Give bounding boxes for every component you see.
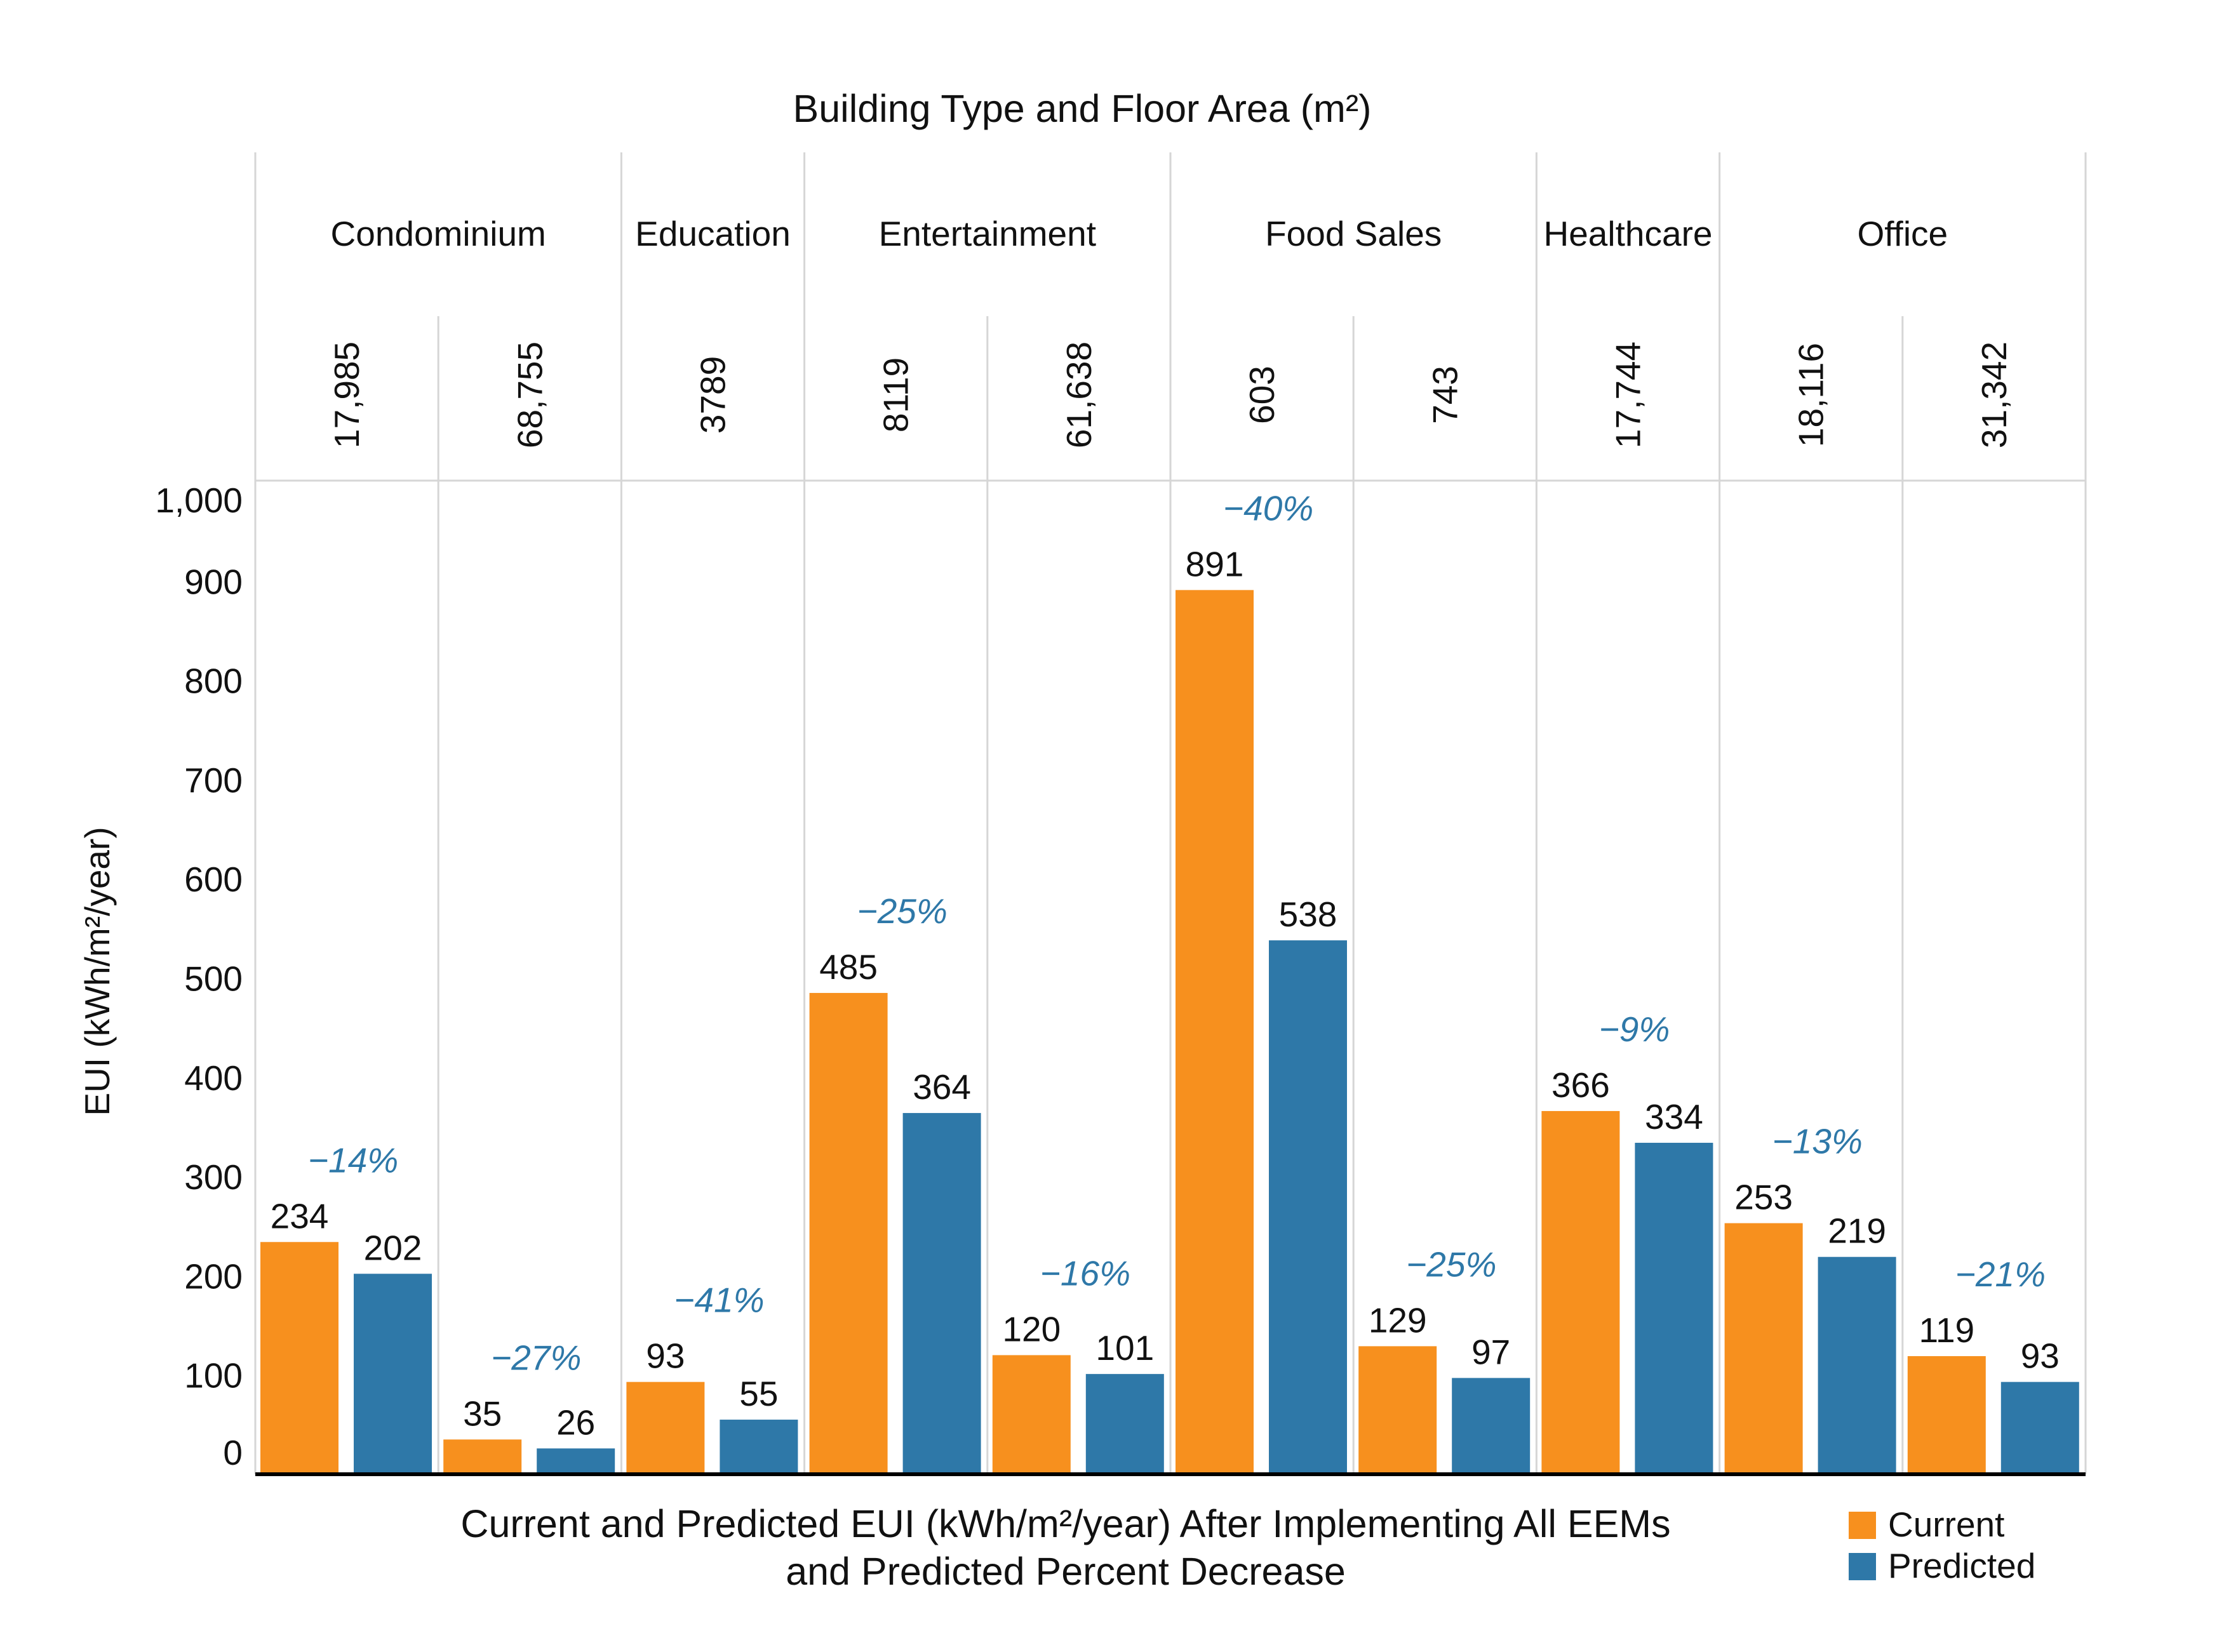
bar-current <box>1724 1223 1803 1474</box>
legend-label-current: Current <box>1888 1505 2004 1544</box>
bar-predicted <box>720 1420 798 1474</box>
y-tick-label: 500 <box>184 959 243 999</box>
legend-swatch-current <box>1849 1512 1876 1539</box>
bar-current <box>992 1355 1071 1474</box>
bars <box>260 590 2079 1475</box>
floor-area-label: 17,744 <box>1609 342 1648 448</box>
bar-current <box>443 1439 522 1474</box>
value-label-current: 485 <box>819 947 878 987</box>
value-label-predicted: 101 <box>1095 1328 1154 1368</box>
legend-label-predicted: Predicted <box>1888 1546 2035 1585</box>
value-label-predicted: 219 <box>1828 1211 1886 1251</box>
value-label-predicted: 334 <box>1645 1097 1703 1136</box>
chart-title: Building Type and Floor Area (m²) <box>793 87 1372 130</box>
bar-predicted <box>1818 1256 1896 1474</box>
floor-area-label: 743 <box>1425 366 1464 424</box>
y-tick-label: 800 <box>184 662 243 701</box>
y-tick-label: 600 <box>184 860 243 899</box>
bar-predicted <box>2000 1382 2079 1474</box>
percent-decrease-label: −16% <box>1040 1253 1130 1293</box>
x-axis-label-line: and Predicted Percent Decrease <box>786 1550 1346 1593</box>
bar-current <box>1541 1110 1620 1474</box>
building-type-labels: Condominium Education Entertainment Food Sa… <box>331 214 1948 253</box>
value-label-predicted: 202 <box>364 1228 422 1267</box>
value-label-current: 35 <box>463 1394 502 1433</box>
value-label-predicted: 97 <box>1471 1332 1510 1371</box>
value-label-predicted: 26 <box>556 1402 595 1442</box>
floor-area-label: 3789 <box>693 356 733 434</box>
bar-current <box>1358 1346 1437 1474</box>
percent-decrease-label: −14% <box>308 1140 398 1180</box>
bar-predicted <box>1085 1374 1164 1474</box>
bar-current <box>626 1382 705 1474</box>
value-label-current: 891 <box>1186 544 1244 583</box>
value-label-current: 120 <box>1002 1309 1061 1349</box>
bar-predicted <box>1635 1142 1713 1474</box>
value-label-predicted: 93 <box>2021 1336 2060 1376</box>
legend-swatch-predicted <box>1849 1553 1876 1580</box>
percent-decrease-label: −41% <box>674 1281 764 1320</box>
bar-predicted <box>1452 1378 1531 1474</box>
building-type-label: Food Sales <box>1265 214 1442 253</box>
floor-area-label: 603 <box>1242 366 1282 424</box>
y-tick-label: 900 <box>184 562 243 601</box>
value-label-current: 93 <box>646 1336 685 1376</box>
building-type-label: Healthcare <box>1544 214 1713 253</box>
floor-area-label: 61,638 <box>1059 342 1099 448</box>
y-tick-label: 700 <box>184 761 243 800</box>
y-tick-label: 0 <box>223 1433 243 1472</box>
y-tick-label: 400 <box>184 1058 243 1098</box>
value-label-predicted: 538 <box>1279 895 1337 934</box>
value-label-current: 119 <box>1919 1310 1974 1350</box>
percent-decrease-labels: −14% −27% −41% −25% −16% −40% −25% −9% −13% −21% <box>308 488 2046 1377</box>
floor-area-labels: 17,985 68,755 3789 8119 61,638 603 743 17,744 18… <box>327 342 2014 448</box>
percent-decrease-label: −13% <box>1772 1122 1863 1161</box>
percent-decrease-label: −21% <box>1955 1255 2046 1294</box>
percent-decrease-label: −9% <box>1599 1009 1670 1049</box>
value-label-predicted: 55 <box>739 1374 778 1413</box>
bar-predicted <box>1269 940 1347 1474</box>
x-axis-label-line: Current and Predicted EUI (kWh/m²/year) … <box>460 1502 1670 1545</box>
header-grid <box>254 152 2087 1474</box>
floor-area-label: 8119 <box>876 357 916 432</box>
value-label-current: 253 <box>1734 1178 1793 1217</box>
floor-area-label: 68,755 <box>510 342 549 448</box>
value-label-current: 129 <box>1369 1300 1427 1340</box>
bar-predicted <box>537 1448 615 1474</box>
building-type-label: Entertainment <box>879 214 1096 253</box>
percent-decrease-label: −25% <box>1406 1244 1496 1284</box>
floor-area-label: 18,116 <box>1792 343 1831 447</box>
value-labels: 234 202 35 26 93 55 485 364 120 101 891 538 129 97 366… <box>271 544 2060 1442</box>
y-tick-label: 100 <box>184 1356 243 1396</box>
value-label-current: 234 <box>271 1196 329 1236</box>
value-label-predicted: 364 <box>913 1067 971 1107</box>
y-axis-label: EUI (kWh/m²/year) <box>77 827 117 1116</box>
x-axis-label: Current and Predicted EUI (kWh/m²/year) … <box>460 1502 1670 1593</box>
building-type-label: Condominium <box>331 214 546 253</box>
bar-current <box>260 1242 338 1474</box>
percent-decrease-label: −40% <box>1223 488 1313 528</box>
y-tick-label: 1,000 <box>155 481 243 520</box>
y-tick-label: 200 <box>184 1256 243 1296</box>
bar-current <box>809 992 888 1474</box>
floor-area-label: 31,342 <box>1974 342 2014 448</box>
y-axis: 0 100 200 300 400 500 600 700 800 900 1,000 <box>155 481 243 1472</box>
percent-decrease-label: −25% <box>857 891 948 931</box>
floor-area-label: 17,985 <box>327 342 366 448</box>
bar-predicted <box>902 1113 981 1474</box>
y-tick-label: 300 <box>184 1157 243 1197</box>
building-type-label: Education <box>635 214 791 253</box>
building-type-label: Office <box>1857 214 1948 253</box>
bar-current <box>1176 590 1254 1475</box>
bar-predicted <box>354 1274 432 1474</box>
percent-decrease-label: −27% <box>491 1338 581 1377</box>
value-label-current: 366 <box>1551 1065 1610 1105</box>
bar-current <box>1907 1356 1986 1474</box>
